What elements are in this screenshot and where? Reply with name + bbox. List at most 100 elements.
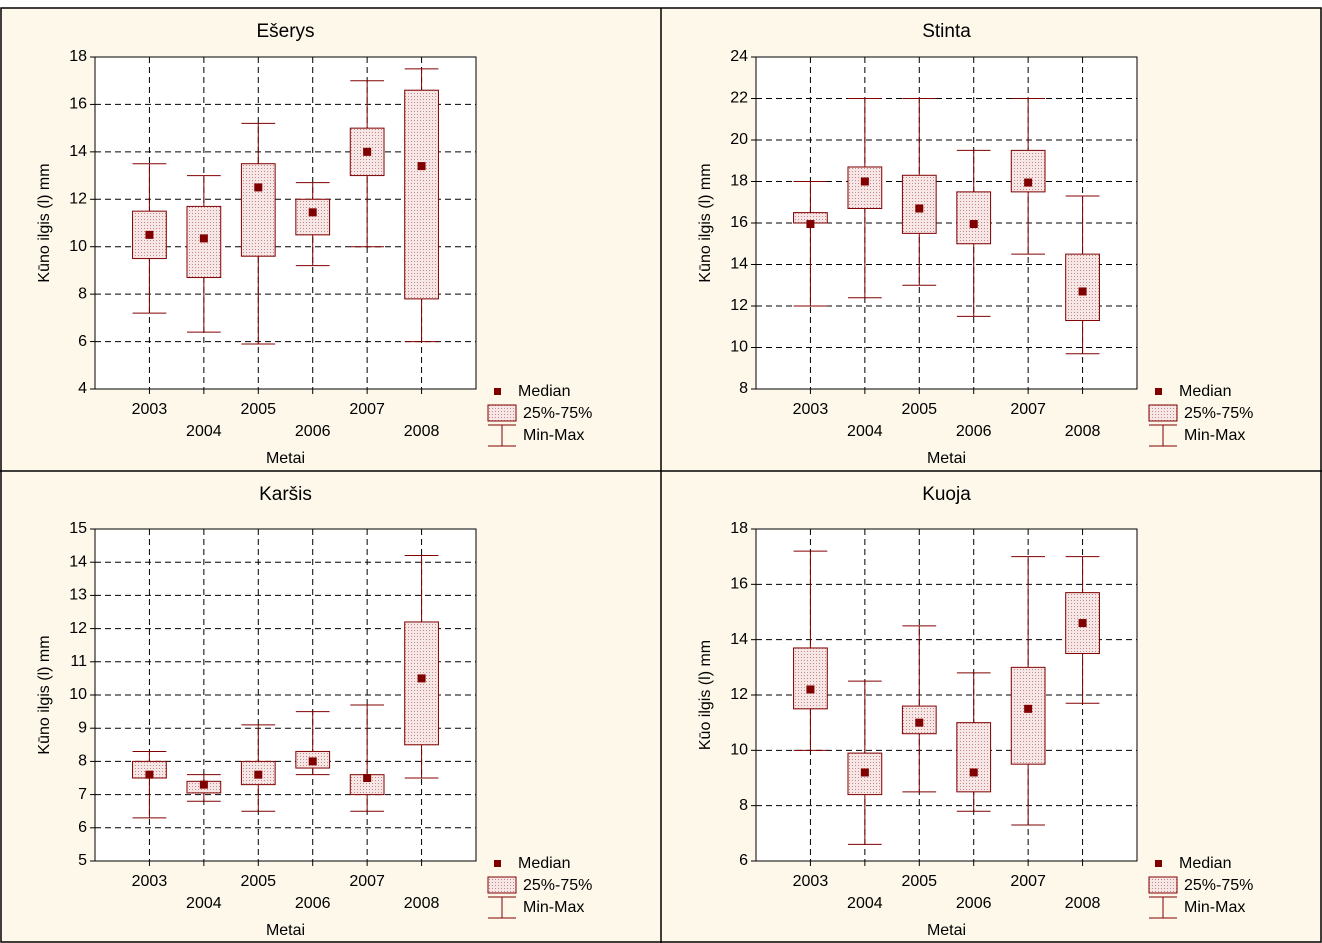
x-tick-label: 2004 — [847, 895, 883, 912]
plot-frame — [94, 528, 477, 862]
median — [254, 770, 263, 779]
y-tick-label: 12 — [730, 686, 748, 703]
y-tick-label: 6 — [739, 852, 748, 869]
median — [363, 147, 372, 156]
legend-label: 25%-75% — [523, 405, 592, 422]
x-axis-label: Metai — [927, 922, 966, 939]
legend-label: Min-Max — [1184, 427, 1245, 444]
x-tick-label: 2004 — [847, 423, 883, 440]
y-tick-label: 7 — [78, 786, 87, 803]
box — [404, 621, 439, 746]
x-tick-label: 2005 — [901, 401, 937, 418]
chart-title: Karšis — [259, 484, 312, 505]
chart-title: Ešerys — [256, 21, 314, 42]
legend-label: 25%-75% — [1184, 405, 1253, 422]
y-tick-label: 10 — [730, 742, 748, 759]
median — [417, 162, 426, 171]
y-axis-label: Kūno ilgis (l) mm — [697, 163, 714, 282]
legend-label: Median — [1179, 855, 1231, 872]
x-axis-label: Metai — [266, 450, 305, 467]
legend-box — [487, 404, 517, 422]
y-tick-label: 6 — [78, 819, 87, 836]
y-tick-label: 10 — [69, 238, 87, 255]
x-tick-label: 2008 — [1065, 895, 1101, 912]
median — [1078, 619, 1087, 628]
y-tick-label: 13 — [69, 587, 87, 604]
x-tick-label: 2008 — [404, 423, 440, 440]
legend-median — [494, 860, 501, 867]
chart-title: Stinta — [922, 21, 971, 42]
x-tick-label: 2003 — [132, 873, 168, 890]
median — [969, 768, 978, 777]
box — [901, 174, 937, 234]
x-tick-label: 2003 — [793, 401, 829, 418]
y-tick-label: 9 — [78, 719, 87, 736]
plot-frame — [94, 56, 477, 390]
y-tick-label: 11 — [70, 653, 87, 670]
x-axis-label: Metai — [266, 922, 305, 939]
y-axis-label: Kūno ilgis (l) mm — [36, 163, 53, 282]
box — [956, 722, 992, 793]
median — [145, 230, 154, 239]
box — [847, 166, 883, 209]
legend-label: Min-Max — [523, 899, 584, 916]
x-tick-label: 2007 — [1010, 873, 1046, 890]
y-axis-label: Kūno ilgis (l) mm — [36, 635, 53, 754]
box — [404, 89, 439, 300]
legend-label: 25%-75% — [523, 877, 592, 894]
x-tick-label: 2005 — [901, 873, 937, 890]
legend-box — [1148, 876, 1178, 894]
median — [860, 177, 869, 186]
median — [363, 774, 372, 782]
x-tick-label: 2008 — [404, 895, 440, 912]
y-tick-label: 12 — [69, 191, 87, 208]
box — [1065, 253, 1100, 322]
y-tick-label: 22 — [730, 90, 748, 107]
y-tick-label: 14 — [69, 553, 87, 570]
box — [1010, 666, 1046, 765]
x-tick-label: 2006 — [295, 423, 331, 440]
y-tick-label: 6 — [78, 333, 87, 350]
x-tick-label: 2007 — [349, 401, 385, 418]
legend-label: Median — [518, 383, 570, 400]
y-tick-label: 16 — [69, 96, 87, 113]
median — [806, 220, 815, 229]
y-tick-label: 15 — [69, 520, 87, 537]
y-tick-label: 5 — [78, 852, 87, 869]
y-tick-label: 16 — [730, 576, 748, 593]
y-tick-label: 14 — [730, 631, 748, 648]
x-tick-label: 2003 — [793, 873, 829, 890]
x-tick-label: 2005 — [240, 873, 276, 890]
y-tick-label: 14 — [730, 256, 748, 273]
y-tick-label: 14 — [69, 143, 87, 160]
median — [145, 770, 154, 779]
legend-label: Median — [1179, 383, 1231, 400]
y-tick-label: 8 — [739, 380, 748, 397]
y-tick-label: 16 — [730, 214, 748, 231]
x-axis-label: Metai — [927, 450, 966, 467]
y-tick-label: 8 — [78, 285, 87, 302]
median — [806, 685, 815, 694]
median — [1024, 704, 1033, 713]
legend-label: Min-Max — [1184, 899, 1245, 916]
y-tick-label: 12 — [69, 620, 87, 637]
legend-median — [1155, 860, 1162, 867]
x-tick-label: 2005 — [240, 401, 276, 418]
legend-label: Min-Max — [523, 427, 584, 444]
median — [969, 220, 978, 229]
plot-frame — [755, 56, 1138, 390]
y-axis-label: Kūo ilgis (l) mm — [697, 640, 714, 750]
median — [199, 780, 208, 789]
y-tick-label: 8 — [739, 797, 748, 814]
legend-box — [1148, 404, 1178, 422]
legend-label: Median — [518, 855, 570, 872]
y-tick-label: 4 — [78, 380, 87, 397]
y-tick-label: 18 — [730, 520, 748, 537]
median — [308, 208, 317, 217]
x-tick-label: 2004 — [186, 895, 222, 912]
median — [1078, 287, 1087, 296]
x-tick-label: 2003 — [132, 401, 168, 418]
median — [254, 183, 263, 192]
chart-title: Kuoja — [922, 484, 971, 505]
